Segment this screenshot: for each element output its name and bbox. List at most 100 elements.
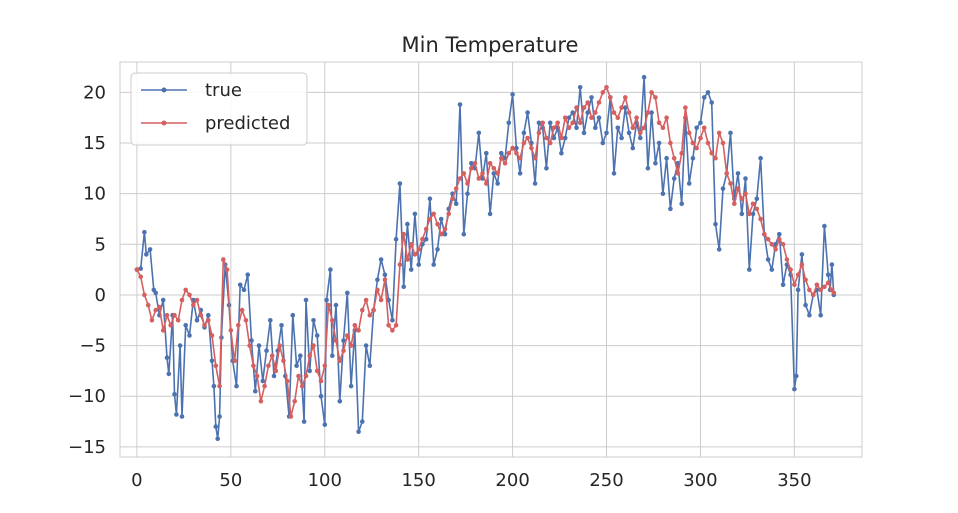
data-point [574, 105, 579, 110]
data-point [166, 371, 172, 377]
x-axis-ticks: 0 50 100 150 200 250 300 350 [131, 470, 811, 491]
data-point [284, 378, 290, 384]
data-point [360, 307, 365, 313]
data-point [547, 140, 553, 146]
data-point [495, 171, 500, 176]
data-point [153, 307, 158, 313]
data-point [206, 318, 211, 323]
data-point [743, 176, 748, 181]
data-point [698, 135, 703, 141]
data-point [570, 120, 575, 126]
y-tick-label: −15 [68, 437, 106, 458]
data-point [363, 297, 369, 303]
data-point [378, 257, 384, 262]
data-point [728, 181, 733, 186]
data-point [671, 155, 677, 161]
data-point [262, 383, 267, 389]
data-point [536, 120, 542, 126]
data-point [264, 348, 269, 354]
data-point [491, 166, 497, 171]
data-point [142, 229, 147, 235]
data-point [562, 135, 568, 141]
data-point [581, 130, 587, 136]
data-point [638, 130, 643, 136]
data-point [209, 358, 215, 364]
data-point [686, 181, 692, 186]
data-point [758, 216, 763, 222]
data-point [765, 236, 771, 242]
legend-label: true [205, 80, 242, 101]
data-point [818, 287, 823, 293]
data-point [656, 120, 662, 126]
data-point [352, 323, 358, 328]
data-point [735, 171, 741, 176]
data-point [705, 90, 711, 95]
data-point [795, 272, 801, 278]
data-point [236, 323, 241, 328]
data-point [653, 95, 658, 100]
data-point [589, 95, 594, 100]
data-point [600, 90, 606, 95]
data-point [611, 171, 617, 176]
data-point [367, 363, 373, 369]
data-point [251, 363, 256, 369]
data-point [157, 304, 162, 310]
data-point [720, 140, 726, 146]
data-point [701, 125, 707, 131]
data-point [690, 140, 696, 146]
data-point [502, 161, 508, 166]
data-point [279, 323, 284, 328]
data-point [431, 262, 437, 267]
data-point [211, 383, 217, 389]
data-point [615, 125, 621, 131]
data-point [747, 211, 752, 217]
data-point [245, 272, 250, 278]
data-point [487, 211, 493, 217]
data-point [735, 186, 741, 191]
data-point [803, 277, 808, 283]
legend-marker [161, 87, 167, 93]
data-point [298, 353, 303, 359]
data-point [581, 105, 587, 110]
data-point [506, 120, 512, 126]
data-point [732, 201, 737, 207]
data-point [499, 150, 504, 156]
data-point [521, 140, 527, 146]
data-point [393, 323, 399, 328]
data-point [484, 181, 489, 186]
data-point [465, 191, 470, 196]
data-point [431, 211, 437, 217]
series-line [136, 76, 835, 440]
data-point [412, 211, 418, 217]
data-point [390, 328, 395, 333]
data-point [191, 302, 196, 308]
data-point [491, 171, 497, 176]
legend-label: predicted [205, 113, 290, 134]
data-point [623, 105, 628, 110]
data-point [461, 171, 467, 176]
data-point [228, 328, 234, 333]
data-point [307, 368, 313, 374]
data-point [198, 312, 204, 318]
data-point [784, 257, 790, 262]
data-point [345, 290, 350, 296]
data-point [215, 436, 220, 442]
data-point [318, 393, 324, 399]
data-point [566, 125, 572, 131]
data-point [378, 297, 384, 303]
data-point [649, 110, 654, 115]
data-point [435, 247, 440, 252]
data-point [604, 130, 609, 136]
data-point [769, 242, 775, 247]
data-point [506, 150, 512, 156]
data-point [559, 150, 564, 156]
data-point [442, 226, 448, 232]
data-point [450, 196, 455, 201]
data-point [589, 115, 594, 120]
data-point [510, 145, 515, 151]
data-point [435, 221, 440, 227]
data-point [510, 92, 515, 97]
data-point [322, 422, 328, 427]
data-point [469, 166, 474, 171]
data-point [638, 135, 643, 141]
